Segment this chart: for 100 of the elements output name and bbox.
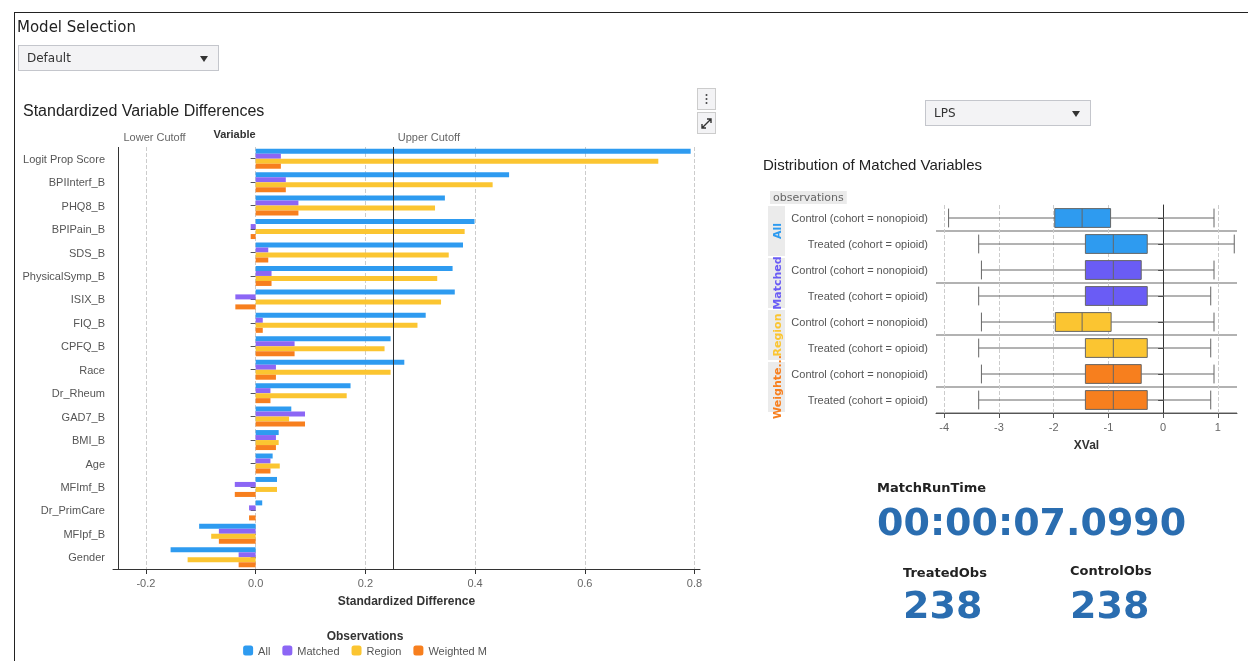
bar [255, 317, 263, 323]
x-tick-label: 0.2 [357, 576, 373, 589]
y-tick-label: Treated (cohort = opioid) [807, 238, 928, 250]
bar [255, 158, 659, 164]
bar [234, 481, 256, 487]
x-tick-label: 0.8 [686, 576, 703, 589]
text: Matched [770, 256, 784, 310]
x-tick-label: 0.6 [577, 576, 593, 589]
x-tick-label: -2 [1048, 420, 1059, 433]
y-tick-label: Treated (cohort = opioid) [807, 290, 928, 302]
legend-label: Region [366, 644, 402, 657]
bar [255, 247, 269, 253]
x-tick-label: -3 [994, 420, 1004, 433]
bar [255, 299, 442, 305]
y-tick-label: BPIPain_B [51, 223, 105, 236]
bar [255, 500, 263, 506]
x-tick-label: -4 [939, 420, 950, 433]
y-tick-label: Treated (cohort = opioid) [807, 342, 928, 354]
text: Weighte... [770, 355, 784, 419]
bar [255, 383, 351, 389]
bar [255, 458, 271, 464]
bar [255, 388, 271, 394]
ref-line-label: Lower Cutoff [123, 130, 187, 143]
x-tick-label: 1 [1214, 420, 1221, 433]
y-tick-label: Treated (cohort = opioid) [807, 394, 928, 406]
bar [255, 289, 455, 295]
bar [255, 341, 295, 347]
bar [235, 294, 256, 300]
y-tick-label: PhysicalSymp_B [22, 269, 105, 282]
bar [255, 187, 286, 193]
bar [255, 351, 295, 357]
text: MatchRunTime [877, 480, 987, 495]
y-tick-label: Control (cohort = nonopioid) [791, 368, 928, 380]
y-tick-label: Control (cohort = nonopioid) [791, 264, 928, 276]
ref-line-label: Upper Cutoff [397, 130, 461, 143]
legend-title: observations [773, 191, 845, 204]
y-tick-label: GAD7_B [61, 410, 105, 423]
bar [238, 562, 256, 568]
x-tick-label: 0 [1160, 420, 1167, 433]
bar [187, 557, 256, 563]
bar [255, 374, 276, 380]
bar [255, 177, 286, 183]
y-tick-label: Race [79, 363, 105, 376]
bar [255, 210, 299, 216]
bar [255, 346, 385, 352]
bar [170, 547, 256, 553]
bar [218, 538, 256, 544]
text: TreatedObs [903, 565, 987, 580]
text: ControlObs [1070, 563, 1152, 578]
bar [255, 195, 445, 201]
y-tick-label: MFImf_B [60, 480, 105, 493]
text: 238 [1070, 583, 1150, 627]
y-tick-label: ISIX_B [70, 293, 105, 306]
bar [255, 445, 276, 451]
bar [249, 515, 256, 521]
bar [255, 435, 276, 441]
y-tick-label: Control (cohort = nonopioid) [791, 212, 928, 224]
bar [255, 219, 475, 225]
bar [238, 552, 256, 558]
text: Region [770, 313, 784, 357]
bar [255, 182, 493, 188]
bar [250, 224, 256, 230]
bar [255, 312, 426, 318]
y-tick-label: FIQ_B [73, 316, 105, 329]
bar [255, 148, 691, 154]
x-tick-label: -0.2 [136, 576, 156, 589]
y-tick-label: Dr_PrimCare [40, 504, 105, 517]
bar [255, 398, 271, 404]
y-tick-label: MFIpf_B [63, 527, 105, 540]
bar [255, 205, 436, 211]
bar [250, 234, 256, 240]
bar [255, 275, 438, 281]
bar [255, 270, 272, 276]
bar [255, 322, 418, 328]
text: 238 [903, 583, 983, 627]
bar [255, 463, 280, 469]
y-tick-label: CPFQ_B [60, 340, 105, 353]
chart-title: Distribution of Matched Variables [763, 156, 982, 173]
y-tick-label: BMI_B [71, 434, 105, 447]
bar [255, 327, 263, 333]
text: LPS [934, 106, 956, 120]
legend-label: Weighted M [428, 644, 487, 657]
bar [255, 252, 449, 258]
bar [218, 528, 256, 534]
text: All [770, 222, 784, 240]
bar [255, 172, 510, 178]
text: Model Selection [17, 18, 136, 36]
x-tick-label: 0.0 [247, 576, 264, 589]
bar [199, 523, 256, 529]
bar [255, 265, 453, 271]
bar [255, 486, 278, 492]
bar [255, 336, 391, 342]
x-axis-title: Standardized Difference [337, 594, 476, 608]
bar [255, 430, 279, 436]
bar [255, 393, 347, 399]
bar [255, 369, 391, 375]
chart-title: Standardized Variable Differences [23, 101, 265, 119]
bar [255, 421, 306, 427]
bar [255, 411, 306, 417]
bar [255, 416, 290, 422]
